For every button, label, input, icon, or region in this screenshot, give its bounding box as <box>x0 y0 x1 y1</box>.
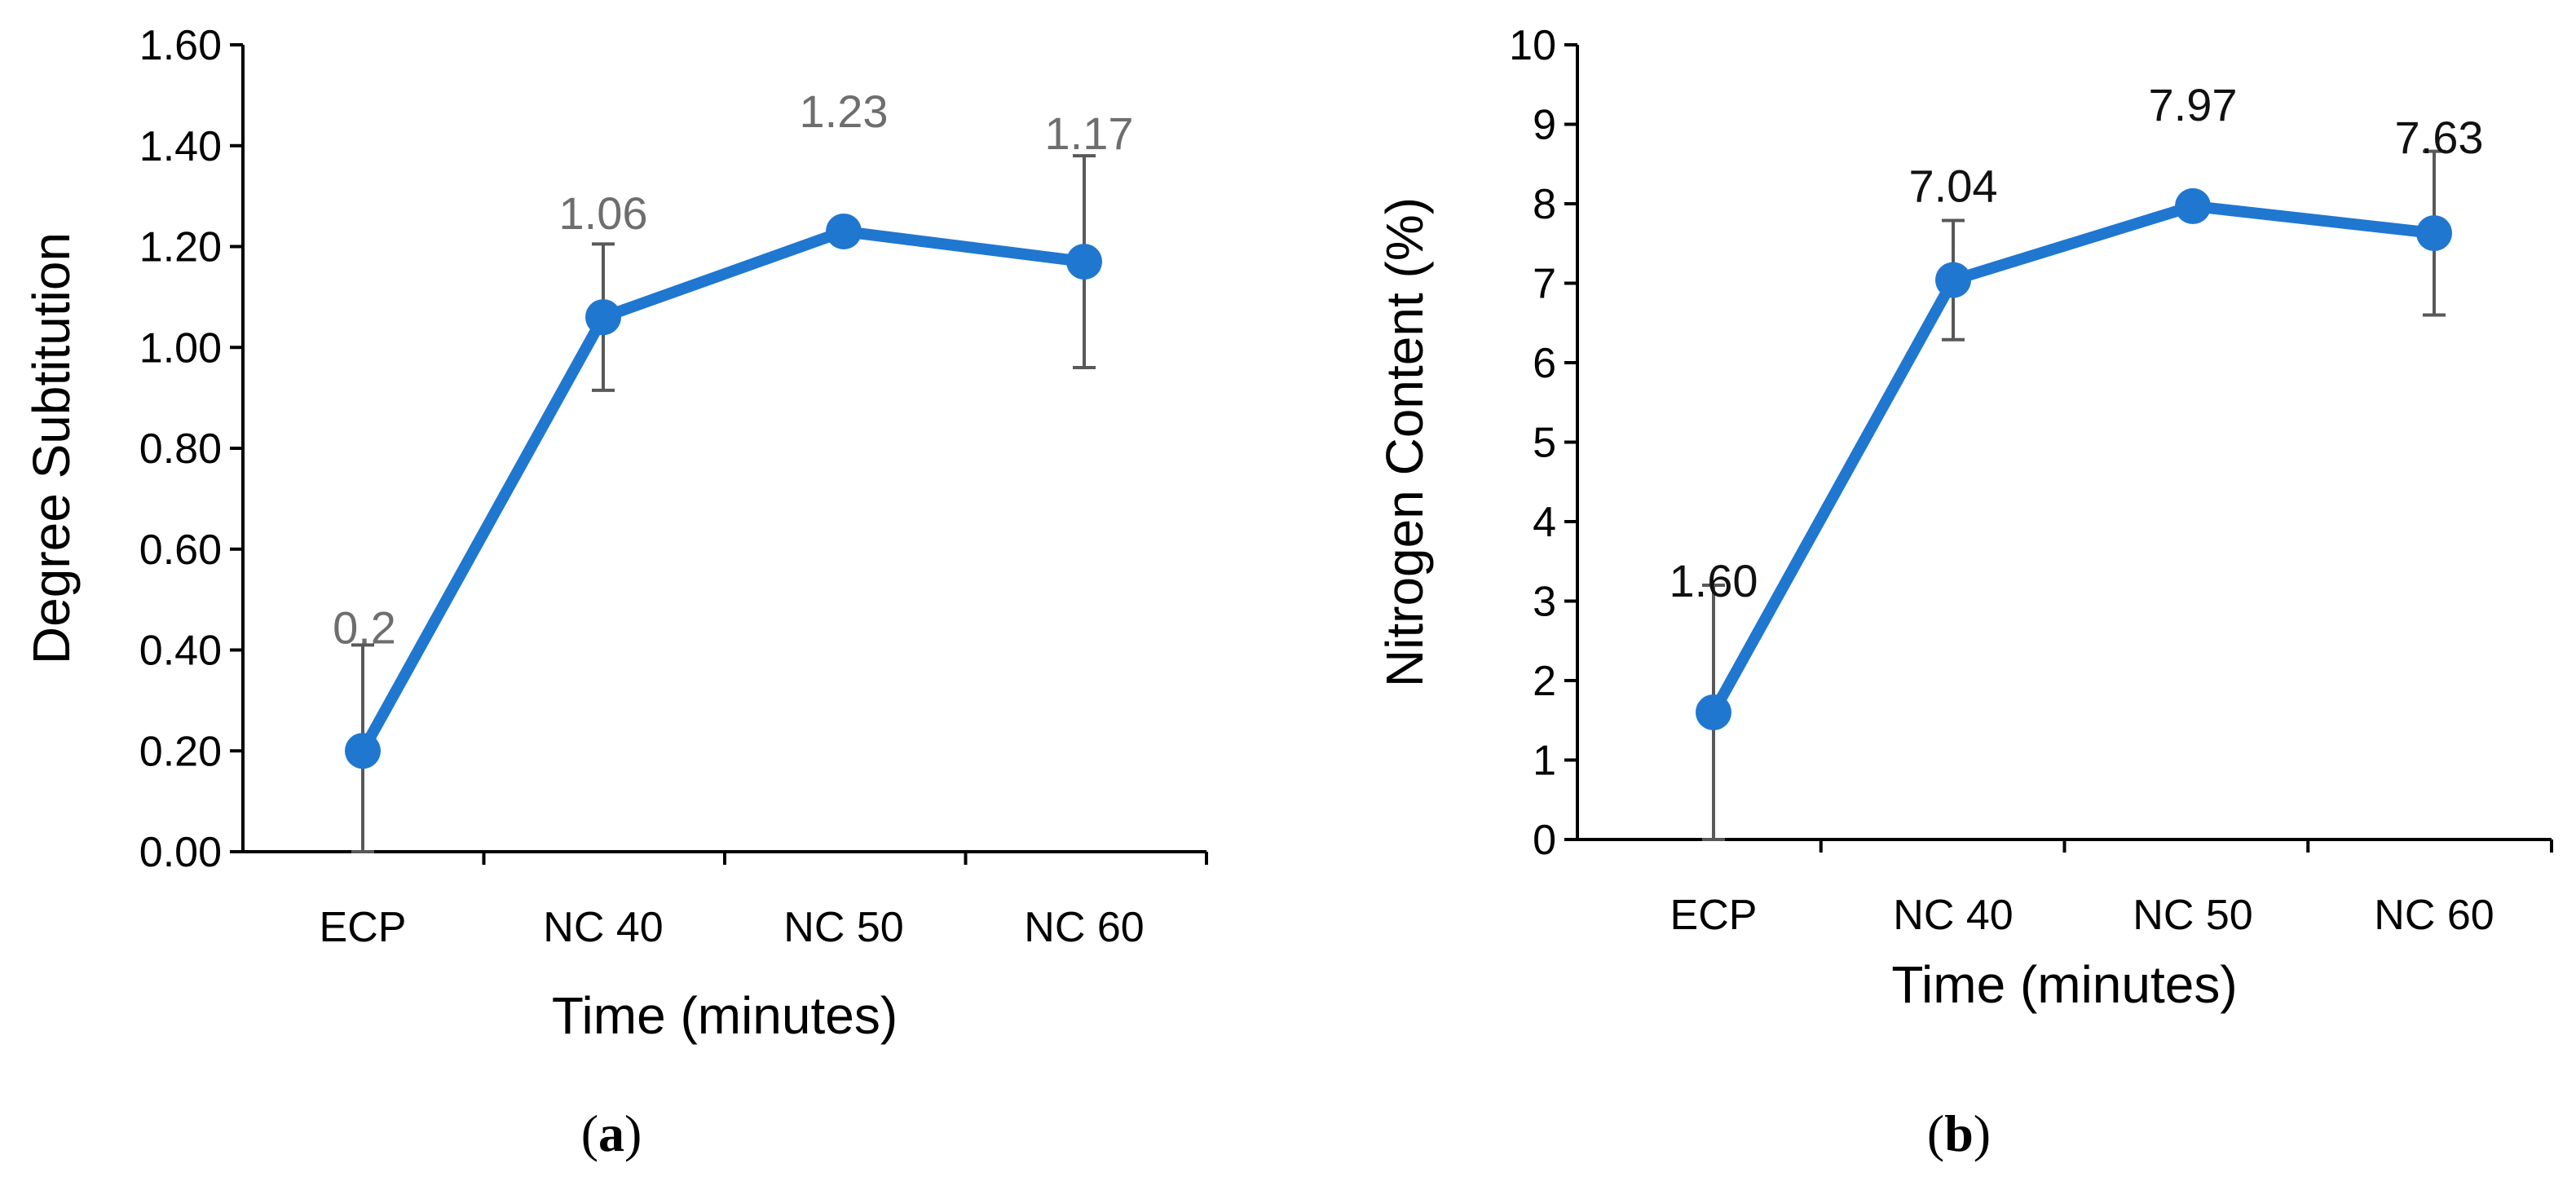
y-tick-label: 1.00 <box>139 324 222 372</box>
x-tick-label: NC 60 <box>1024 904 1144 951</box>
y-tick-label: 6 <box>1533 340 1556 387</box>
data-point-marker <box>826 213 862 249</box>
y-tick-label: 3 <box>1533 579 1556 626</box>
data-label: 7.04 <box>1909 161 1998 212</box>
y-tick-label: 0.20 <box>139 728 222 775</box>
x-tick-label: NC 50 <box>783 904 903 951</box>
panel-label-open: ( <box>1927 1104 1944 1162</box>
y-tick-label: 0.40 <box>139 628 222 675</box>
y-tick-label: 9 <box>1533 102 1556 149</box>
x-axis-title: Time (minutes) <box>1891 955 2237 1014</box>
data-label: 1.60 <box>1670 555 1758 606</box>
x-tick-label: NC 40 <box>543 904 663 951</box>
y-tick-label: 1.20 <box>139 224 222 271</box>
data-label: 7.97 <box>2149 79 2238 130</box>
y-tick-label: 8 <box>1533 181 1556 228</box>
data-label: 1.23 <box>800 86 889 137</box>
y-tick-label: 7 <box>1533 261 1556 308</box>
data-point-marker <box>1696 694 1731 730</box>
y-tick-label: 1.60 <box>139 22 222 69</box>
x-tick-label: NC 40 <box>1893 892 2013 939</box>
data-point-marker <box>585 299 621 336</box>
x-tick-label: ECP <box>1670 892 1758 939</box>
y-tick-label: 1 <box>1533 738 1556 785</box>
data-point-marker <box>345 733 381 769</box>
chart-panel-a: 0.00 0.20 0.40 0.60 0.80 1.00 1.20 1.40 1.60 ECP N… <box>22 22 1208 1162</box>
data-label: 1.06 <box>559 187 648 239</box>
y-tick-label: 1.40 <box>139 123 222 170</box>
y-tick-label: 5 <box>1533 420 1556 467</box>
y-tick-label: 0 <box>1533 817 1556 864</box>
data-point-marker <box>2175 187 2211 224</box>
x-tick-label: ECP <box>320 904 407 951</box>
x-tick-label: NC 60 <box>2374 892 2494 939</box>
data-label: 1.17 <box>1045 108 1134 159</box>
chart-panel-b: 0 1 2 3 4 5 6 7 8 9 10 ECP NC 40 NC 50 NC 60 Nitrogen C… <box>1375 22 2553 1162</box>
y-tick-label: 0.80 <box>139 425 222 473</box>
y-tick-label: 2 <box>1533 658 1556 705</box>
panel-label: (a) <box>581 1104 642 1162</box>
panel-label-letter: a <box>598 1104 624 1162</box>
data-point-marker <box>2416 215 2452 252</box>
series-line <box>357 225 1090 757</box>
x-axis-title: Time (minutes) <box>552 986 898 1045</box>
data-label: 7.63 <box>2395 112 2484 163</box>
y-axis-title: Degree Subtitution <box>22 232 81 664</box>
x-tick-label: NC 50 <box>2133 892 2252 939</box>
panel-label-close: ) <box>624 1104 642 1162</box>
y-tick-label: 4 <box>1533 499 1556 546</box>
y-tick-label: 10 <box>1509 22 1556 69</box>
panel-label-letter: b <box>1944 1104 1974 1162</box>
panel-label-close: ) <box>1974 1104 1991 1162</box>
panel-label: (b) <box>1927 1104 1991 1162</box>
panel-label-open: ( <box>581 1104 598 1162</box>
data-point-marker <box>1935 262 1971 298</box>
y-tick-label: 0.60 <box>139 527 222 574</box>
data-label: 0.2 <box>333 602 396 653</box>
series-line <box>1708 200 2440 718</box>
y-axis-title: Nitrogen Content (%) <box>1375 197 1434 687</box>
data-point-marker <box>1066 244 1102 280</box>
y-tick-label: 0.00 <box>139 829 222 876</box>
